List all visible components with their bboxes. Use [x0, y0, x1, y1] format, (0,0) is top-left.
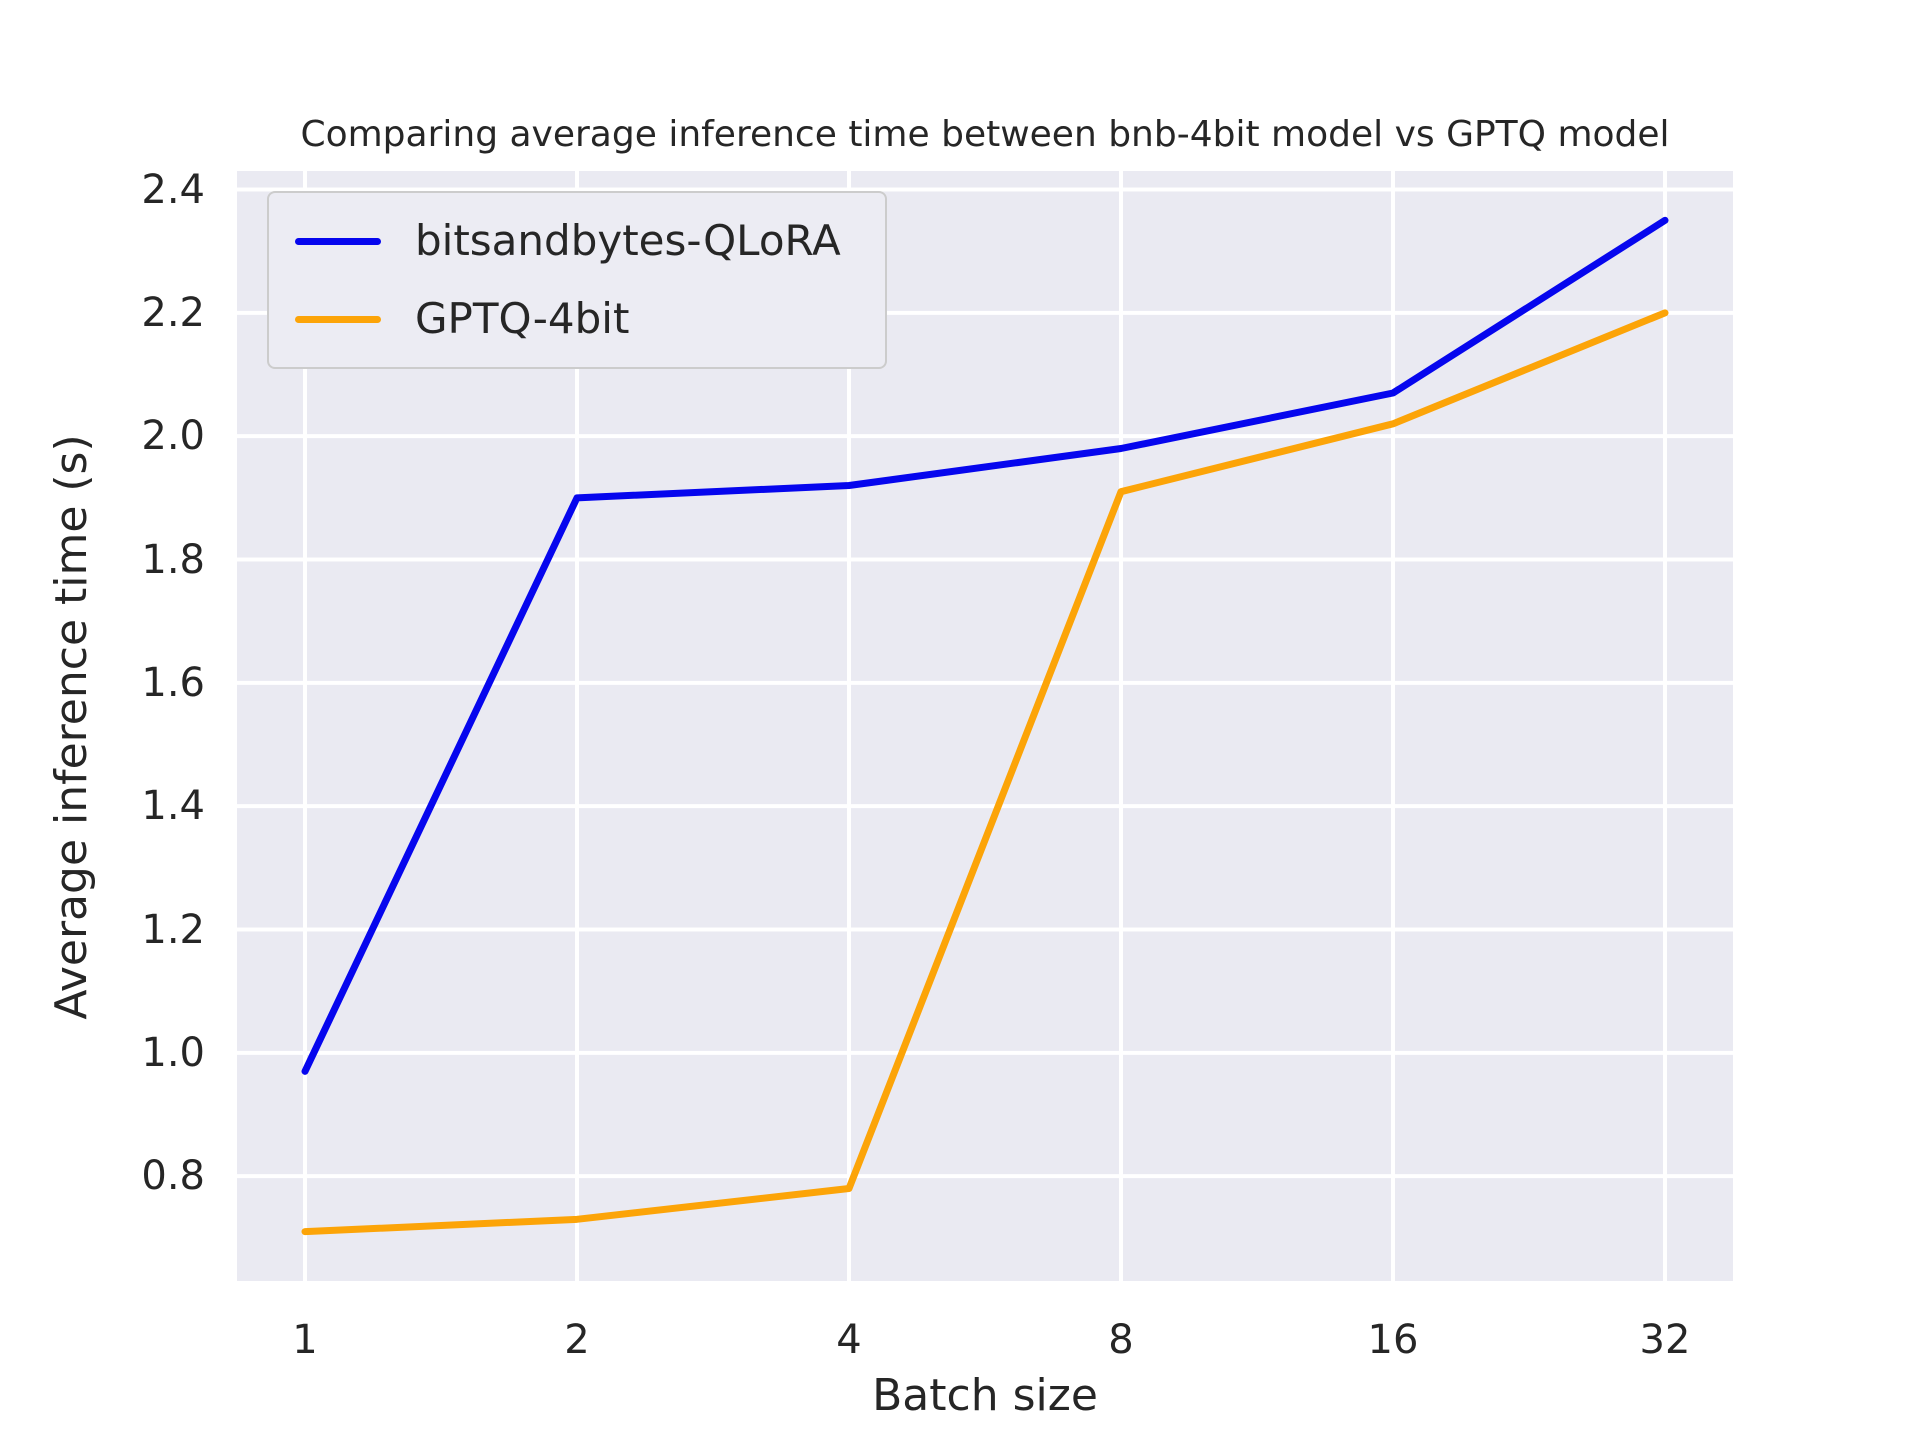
y-tick-label: 0.8: [141, 1153, 205, 1200]
y-tick-label: 1.6: [141, 659, 205, 706]
y-tick-label: 1.8: [141, 536, 205, 583]
x-tick-label: 8: [1108, 1317, 1134, 1363]
legend-line-swatch: [295, 237, 381, 245]
legend-label: bitsandbytes-QLoRA: [415, 216, 841, 265]
y-tick-label: 1.4: [141, 783, 205, 830]
y-tick-label: 2.0: [141, 413, 205, 460]
legend-item: GPTQ-4bit: [295, 293, 841, 345]
series-line-GPTQ-4bit: [301, 309, 1669, 1236]
legend: bitsandbytes-QLoRA GPTQ-4bit: [267, 191, 887, 369]
x-tick-label: 16: [1367, 1317, 1419, 1363]
y-tick-label: 2.2: [141, 289, 205, 336]
x-tick-label: 4: [836, 1317, 862, 1363]
legend-line-swatch: [295, 315, 381, 323]
y-axis-label: Average inference time (s): [46, 434, 97, 1020]
y-tick-label: 2.4: [141, 166, 205, 213]
series-line-bitsandbytes-QLoRA: [301, 216, 1669, 1075]
chart-title: Comparing average inference time between…: [300, 114, 1670, 155]
y-tick-label: 1.0: [141, 1029, 205, 1076]
x-tick-label: 2: [564, 1317, 590, 1363]
legend-label: GPTQ-4bit: [415, 294, 630, 343]
x-tick-label: 1: [292, 1317, 318, 1363]
y-tick-label: 1.2: [141, 906, 205, 953]
legend-item: bitsandbytes-QLoRA: [295, 215, 841, 267]
x-axis-label: Batch size: [872, 1370, 1098, 1421]
plot-area: bitsandbytes-QLoRA GPTQ-4bit: [237, 171, 1733, 1281]
x-tick-label: 32: [1639, 1317, 1691, 1363]
